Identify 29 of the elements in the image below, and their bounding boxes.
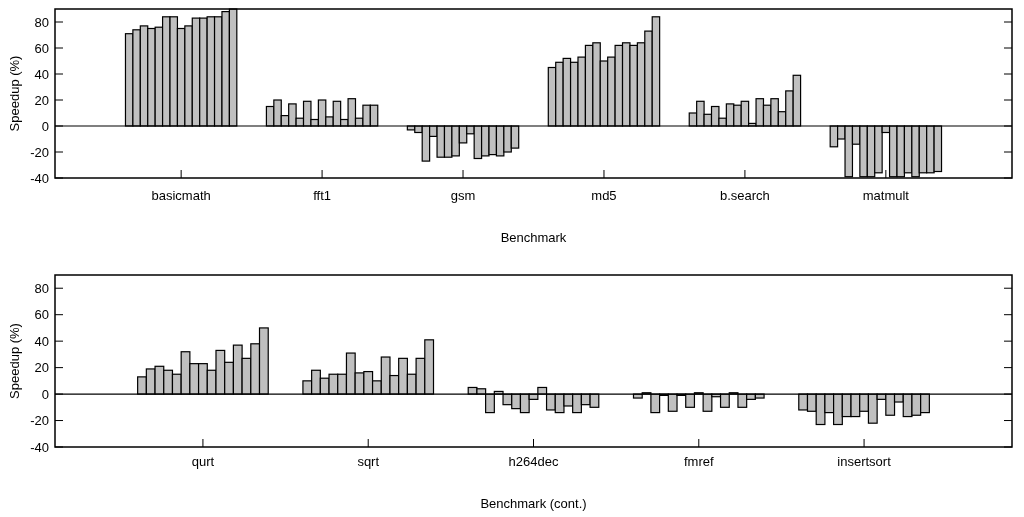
x-axis-title: Benchmark bbox=[500, 230, 567, 245]
y-tick-label: 0 bbox=[41, 118, 49, 134]
y-tick-label: -20 bbox=[30, 413, 49, 429]
y-axis-title: Speedup (%) bbox=[7, 323, 22, 399]
y-tick-label: -40 bbox=[30, 170, 49, 186]
x-tick-label: fmref bbox=[683, 454, 714, 469]
y-tick-label: 80 bbox=[34, 14, 49, 30]
y-axis-title: Speedup (%) bbox=[7, 55, 22, 132]
y-tick-label: 80 bbox=[34, 280, 49, 296]
y-tick-label: 20 bbox=[34, 360, 49, 376]
x-tick-label: insertsort bbox=[837, 454, 892, 469]
y-tick-label: 60 bbox=[34, 307, 49, 323]
x-axis-title: Benchmark (cont.) bbox=[480, 496, 587, 511]
y-tick-label: 0 bbox=[41, 386, 49, 402]
x-tick-label: qurt bbox=[191, 454, 215, 469]
y-tick-label: 40 bbox=[34, 66, 49, 82]
y-tick-label: -20 bbox=[30, 144, 49, 160]
x-tick-label: md5 bbox=[591, 188, 617, 203]
x-tick-label: fft1 bbox=[313, 188, 332, 203]
x-tick-label: gsm bbox=[450, 188, 476, 203]
x-tick-label: h264dec bbox=[508, 454, 559, 469]
x-tick-label: matmult bbox=[862, 188, 910, 203]
x-tick-label: b.search bbox=[719, 188, 770, 203]
x-tick-label: basicmath bbox=[151, 188, 211, 203]
x-tick-label: sqrt bbox=[357, 454, 380, 469]
y-tick-label: 20 bbox=[34, 92, 49, 108]
y-tick-label: 60 bbox=[34, 40, 49, 56]
y-tick-label: 40 bbox=[34, 333, 49, 349]
y-tick-label: -40 bbox=[30, 439, 49, 455]
